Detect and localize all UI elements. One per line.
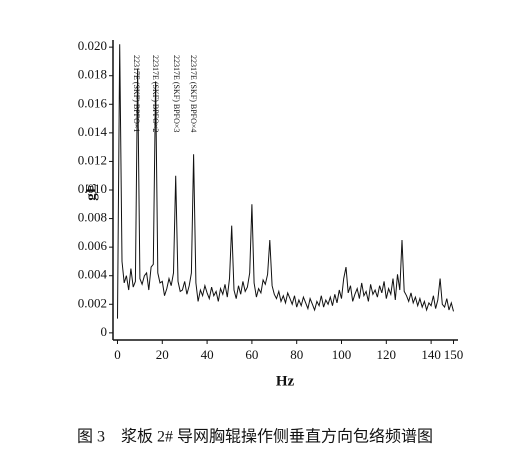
spectrum-line — [117, 44, 454, 319]
y-tick-label: 0.016 — [78, 95, 108, 110]
y-tick-label: 0.018 — [78, 67, 107, 82]
y-axis-title: gE — [83, 183, 99, 201]
y-tick-label: 0.010 — [78, 181, 107, 196]
y-tick-label: 0.020 — [78, 38, 107, 53]
x-tick-label: 120 — [377, 347, 397, 362]
x-tick-label: 20 — [156, 347, 169, 362]
peak-annotation: 22317E (SKF) BPFO×2 — [151, 55, 160, 132]
peak-annotation: 22317E (SKF) BPFO×3 — [172, 55, 181, 132]
x-tick-label: 100 — [332, 347, 352, 362]
x-tick-label: 40 — [201, 347, 214, 362]
y-tick-label: 0.002 — [78, 295, 107, 310]
x-tick-label: 60 — [245, 347, 258, 362]
y-tick-label: 0.004 — [78, 267, 108, 282]
y-tick-label: 0.006 — [78, 238, 108, 253]
x-tick-label: 140 — [421, 347, 441, 362]
peak-annotation: 22317E (SKF) BPFO×4 — [189, 55, 198, 132]
y-tick-label: 0 — [101, 324, 108, 339]
y-tick-label: 0.008 — [78, 210, 107, 225]
x-tick-label: 80 — [290, 347, 303, 362]
x-tick-label: 150 — [444, 347, 464, 362]
x-axis-title: Hz — [276, 373, 295, 389]
y-tick-label: 0.012 — [78, 152, 107, 167]
caption: 图 3 浆板 2# 导网胸辊操作侧垂直方向包络频谱图 — [77, 427, 433, 446]
y-tick-label: 0.014 — [78, 124, 108, 139]
x-tick-label: 0 — [114, 347, 121, 362]
peak-annotation: 22317E (SKF) BPFO×1 — [132, 55, 141, 132]
